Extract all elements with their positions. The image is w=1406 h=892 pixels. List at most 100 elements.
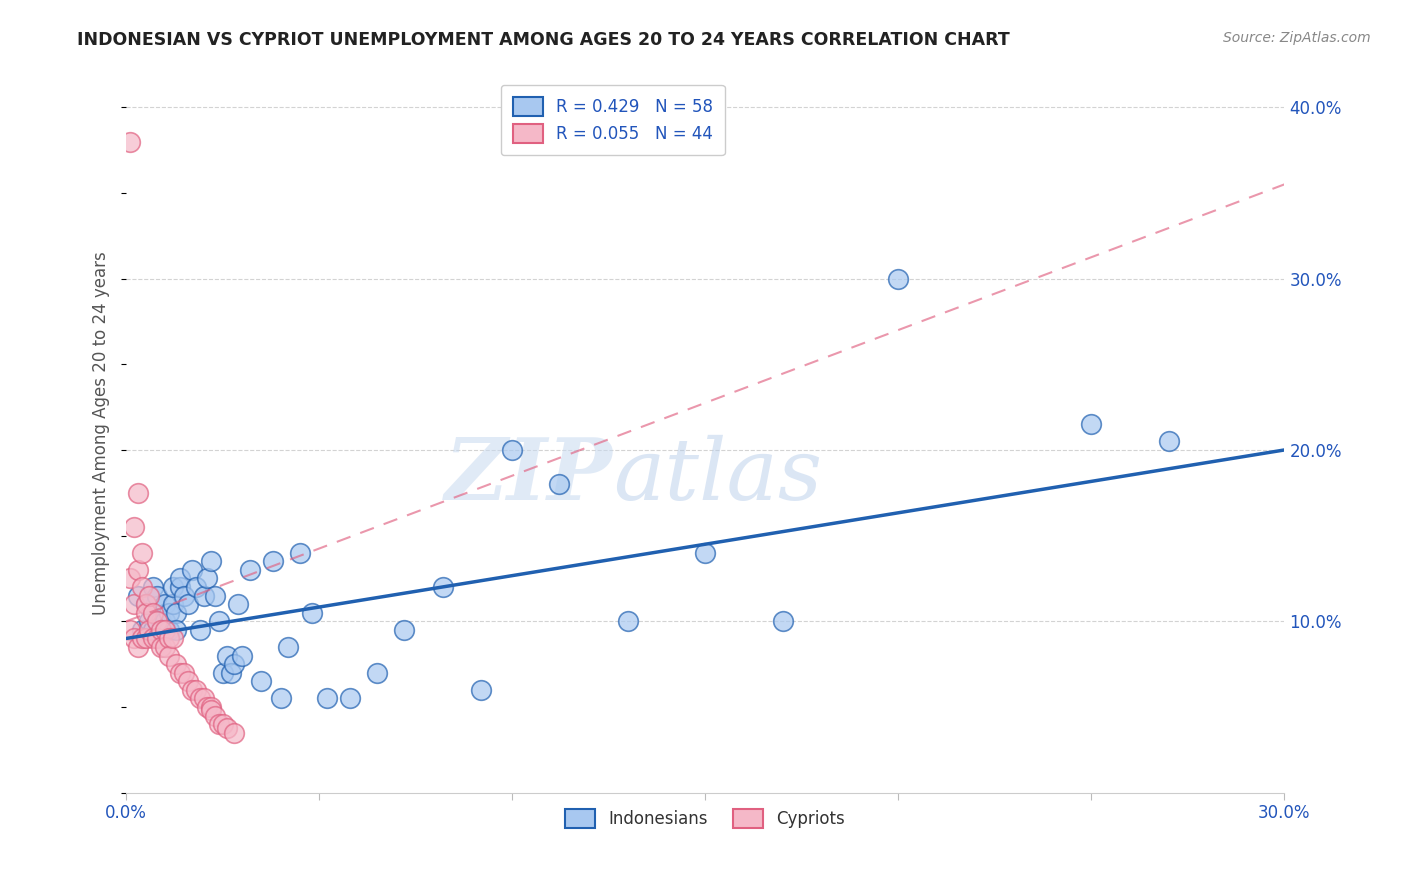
Point xyxy=(200,700,222,714)
Point xyxy=(177,597,200,611)
Point xyxy=(169,665,191,680)
Point xyxy=(138,615,160,629)
Text: Source: ZipAtlas.com: Source: ZipAtlas.com xyxy=(1223,31,1371,45)
Point xyxy=(208,615,231,629)
Point xyxy=(131,580,153,594)
Point xyxy=(150,623,173,637)
Point xyxy=(146,589,169,603)
Point xyxy=(270,691,292,706)
Point xyxy=(162,580,184,594)
Point xyxy=(211,665,233,680)
Point xyxy=(195,700,218,714)
Point xyxy=(366,665,388,680)
Point xyxy=(127,640,149,654)
Point xyxy=(157,648,180,663)
Text: INDONESIAN VS CYPRIOT UNEMPLOYMENT AMONG AGES 20 TO 24 YEARS CORRELATION CHART: INDONESIAN VS CYPRIOT UNEMPLOYMENT AMONG… xyxy=(77,31,1010,49)
Point xyxy=(127,563,149,577)
Point xyxy=(288,546,311,560)
Point xyxy=(135,597,157,611)
Point xyxy=(193,691,215,706)
Point xyxy=(153,640,176,654)
Point xyxy=(120,572,142,586)
Text: ZIP: ZIP xyxy=(444,434,613,517)
Point xyxy=(150,615,173,629)
Point xyxy=(617,615,640,629)
Point xyxy=(120,623,142,637)
Point xyxy=(239,563,262,577)
Legend: Indonesians, Cypriots: Indonesians, Cypriots xyxy=(558,802,852,835)
Point xyxy=(153,615,176,629)
Point xyxy=(146,632,169,646)
Point xyxy=(219,665,242,680)
Point xyxy=(142,623,165,637)
Point xyxy=(211,717,233,731)
Point xyxy=(166,657,188,672)
Point xyxy=(173,665,195,680)
Point xyxy=(215,721,238,735)
Point xyxy=(157,606,180,620)
Text: atlas: atlas xyxy=(613,434,823,517)
Point xyxy=(432,580,454,594)
Point xyxy=(501,442,523,457)
Point xyxy=(277,640,299,654)
Point xyxy=(200,703,222,717)
Point xyxy=(142,580,165,594)
Point xyxy=(226,597,249,611)
Point xyxy=(193,589,215,603)
Point xyxy=(162,597,184,611)
Point xyxy=(153,623,176,637)
Point xyxy=(215,648,238,663)
Point xyxy=(142,606,165,620)
Point xyxy=(195,572,218,586)
Point xyxy=(224,657,246,672)
Point xyxy=(150,623,173,637)
Point xyxy=(131,623,153,637)
Point xyxy=(339,691,361,706)
Point xyxy=(157,623,180,637)
Point xyxy=(146,615,169,629)
Point xyxy=(150,640,173,654)
Point xyxy=(122,632,145,646)
Point xyxy=(1080,417,1102,432)
Y-axis label: Unemployment Among Ages 20 to 24 years: Unemployment Among Ages 20 to 24 years xyxy=(93,251,110,615)
Point xyxy=(177,674,200,689)
Point xyxy=(887,271,910,285)
Point xyxy=(470,682,492,697)
Point xyxy=(316,691,339,706)
Point xyxy=(301,606,323,620)
Point xyxy=(1157,434,1180,449)
Point xyxy=(153,623,176,637)
Point xyxy=(138,589,160,603)
Point xyxy=(153,597,176,611)
Point xyxy=(181,682,204,697)
Point xyxy=(162,632,184,646)
Point xyxy=(181,563,204,577)
Point xyxy=(127,589,149,603)
Point xyxy=(122,520,145,534)
Point xyxy=(547,477,569,491)
Point xyxy=(135,606,157,620)
Point xyxy=(135,632,157,646)
Point xyxy=(166,606,188,620)
Point xyxy=(184,682,207,697)
Point xyxy=(169,572,191,586)
Point xyxy=(166,623,188,637)
Point xyxy=(394,623,416,637)
Point xyxy=(173,589,195,603)
Point xyxy=(188,623,211,637)
Point xyxy=(204,589,226,603)
Point xyxy=(224,725,246,739)
Point xyxy=(231,648,253,663)
Point xyxy=(204,708,226,723)
Point xyxy=(157,632,180,646)
Point xyxy=(127,485,149,500)
Point xyxy=(131,632,153,646)
Point xyxy=(250,674,273,689)
Point xyxy=(146,615,169,629)
Point xyxy=(131,546,153,560)
Point xyxy=(772,615,794,629)
Point xyxy=(138,623,160,637)
Point xyxy=(262,554,284,568)
Point xyxy=(184,580,207,594)
Point xyxy=(169,580,191,594)
